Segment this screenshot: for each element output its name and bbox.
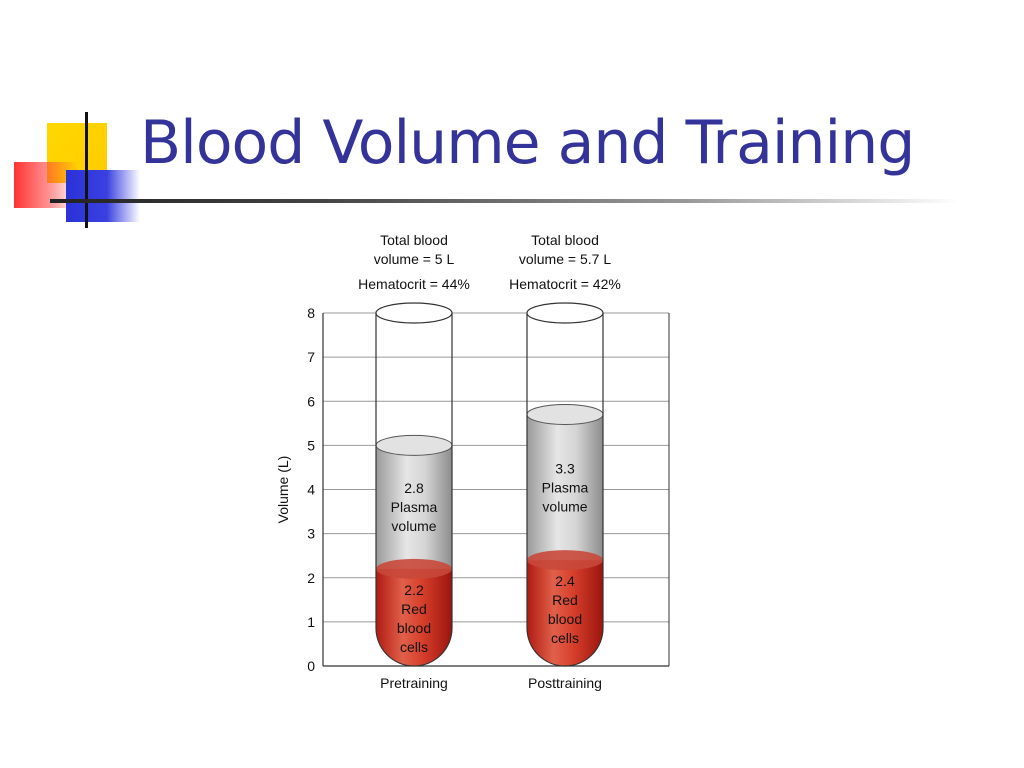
plasma-label-1-2: volume — [542, 498, 587, 514]
y-tick-label-5: 5 — [307, 437, 315, 453]
rbc-label-0-3: cells — [400, 639, 428, 655]
title-underline — [50, 199, 960, 203]
tube-rim-0 — [375, 302, 453, 324]
rbc-bar-0 — [376, 568, 452, 666]
y-tick-label-7: 7 — [307, 349, 315, 365]
slide-title: Blood Volume and Training — [140, 108, 915, 178]
y-axis-label: Volume (L) — [275, 456, 291, 524]
y-tick-label-6: 6 — [307, 393, 315, 409]
x-category-label-0: Pretraining — [380, 675, 448, 691]
tube-header-line3-1: Hematocrit = 42% — [509, 276, 621, 292]
vertical-rule-decoration — [85, 112, 88, 228]
plasma-label-0-0: 2.8 — [404, 480, 424, 496]
plasma-bar-1 — [527, 414, 603, 561]
plasma-label-0-2: volume — [391, 518, 436, 534]
blue-square-decoration — [66, 170, 140, 222]
tube-header-line3-0: Hematocrit = 44% — [358, 276, 470, 292]
y-tick-label-1: 1 — [307, 614, 315, 630]
y-tick-label-8: 8 — [307, 305, 315, 321]
rbc-label-0-1: Red — [401, 601, 427, 617]
tube-header-line1-1: Total blood — [531, 232, 599, 248]
tube-header-line2-0: volume = 5 L — [374, 251, 455, 267]
rbc-label-1-3: cells — [551, 630, 579, 646]
plasma-surface-0 — [375, 434, 453, 456]
rbc-bar-1 — [527, 560, 603, 666]
plasma-surface-1 — [526, 403, 604, 425]
tube-outline-0 — [375, 313, 453, 667]
plasma-label-1-0: 3.3 — [555, 460, 575, 476]
rbc-label-1-2: blood — [548, 611, 582, 627]
tube-rim-1 — [526, 302, 604, 324]
rbc-label-0-0: 2.2 — [404, 582, 424, 598]
plasma-label-0-1: Plasma — [391, 499, 438, 515]
tube-header-line2-1: volume = 5.7 L — [519, 251, 611, 267]
rbc-label-0-2: blood — [397, 620, 431, 636]
plasma-bar-0 — [376, 445, 452, 569]
tube-outline-1 — [526, 313, 604, 667]
rbc-label-1-0: 2.4 — [555, 573, 575, 589]
tube-header-line1-0: Total blood — [380, 232, 448, 248]
rbc-label-1-1: Red — [552, 592, 578, 608]
y-tick-label-2: 2 — [307, 570, 315, 586]
x-category-label-1: Posttraining — [528, 675, 602, 691]
rbc-surface-0 — [376, 558, 452, 579]
plasma-label-1-1: Plasma — [542, 479, 589, 495]
rbc-surface-1 — [527, 550, 603, 571]
y-tick-label-3: 3 — [307, 526, 315, 542]
y-tick-label-4: 4 — [307, 482, 315, 498]
y-tick-label-0: 0 — [307, 658, 315, 674]
